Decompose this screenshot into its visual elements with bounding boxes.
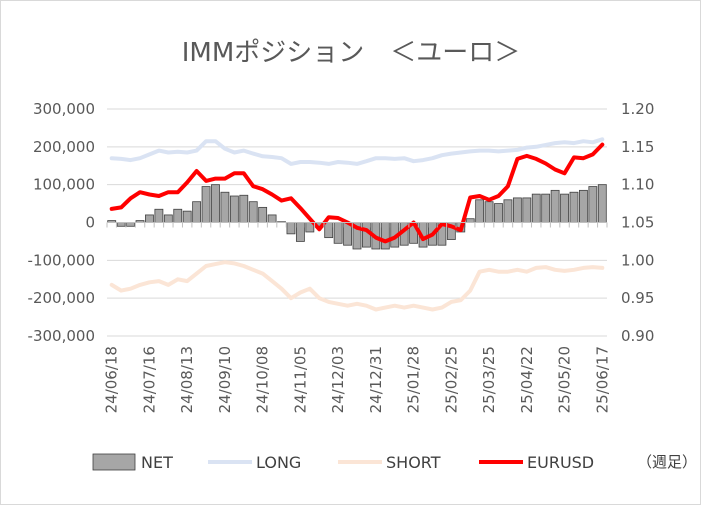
x-tick-label: 24/11/05 <box>291 346 309 413</box>
x-tick-label: 25/05/20 <box>556 346 574 413</box>
net-bar <box>503 199 513 223</box>
series-lines <box>109 137 605 312</box>
net-bar <box>248 201 258 223</box>
net-bar <box>163 214 173 223</box>
legend: NET LONG SHORT EURUSD <box>92 453 594 472</box>
net-bars <box>107 184 607 250</box>
y-left-tick-label: 200,000 <box>33 138 95 156</box>
x-tick-label: 24/07/16 <box>140 346 158 413</box>
y-right-tick-label: 0.90 <box>621 327 654 345</box>
net-bar <box>229 195 239 223</box>
y-left-tick-label: -300,000 <box>28 327 95 345</box>
net-bar <box>494 203 503 223</box>
chart-note: （週足） <box>637 453 697 471</box>
x-tick-label: 25/02/25 <box>442 346 460 413</box>
net-bar <box>201 186 211 223</box>
series-line-eurusd <box>109 142 605 244</box>
legend-label-eurusd: EURUSD <box>527 453 594 472</box>
net-bar <box>531 193 541 223</box>
legend-label-short: SHORT <box>386 453 441 472</box>
x-tick-label: 24/12/31 <box>367 346 385 413</box>
net-bar <box>324 222 334 239</box>
y-right-tick-label: 0.95 <box>621 289 654 307</box>
y-left-tick-label: 100,000 <box>33 176 95 194</box>
y-left-tick-label: -100,000 <box>28 251 95 269</box>
series-line-short <box>109 260 605 312</box>
net-bar <box>380 222 390 250</box>
y-right-tick-label: 1.00 <box>621 251 654 269</box>
x-tick-label: 25/03/25 <box>480 346 498 413</box>
net-bar <box>579 189 588 223</box>
legend-label-net: NET <box>141 453 173 472</box>
net-bar <box>211 184 220 223</box>
net-bar <box>560 193 569 223</box>
x-tick-label: 25/01/28 <box>405 346 423 413</box>
net-bar <box>333 222 343 244</box>
x-tick-label: 24/06/18 <box>103 346 121 413</box>
x-tick-label: 25/06/17 <box>593 346 611 413</box>
axes: 300,000 1.20 200,000 1.15 100,000 1.10 0 1.05 -1… <box>28 100 655 413</box>
x-tick-label: 24/10/08 <box>254 346 272 413</box>
net-bar <box>484 201 494 223</box>
net-bar <box>465 218 475 223</box>
net-bar <box>192 201 202 223</box>
net-bar <box>512 197 522 223</box>
y-left-tick-label: 0 <box>85 214 95 232</box>
net-bar <box>286 222 296 235</box>
x-tick-label: 24/12/03 <box>329 346 347 413</box>
chart-title: IMMポジション ＜ユーロ＞ <box>182 38 521 68</box>
net-bar <box>154 208 164 223</box>
x-tick-label: 24/09/10 <box>216 346 234 413</box>
net-bar <box>597 184 607 223</box>
net-bar <box>116 222 126 227</box>
net-bar <box>239 194 249 223</box>
legend-label-long: LONG <box>256 453 301 472</box>
net-bar <box>541 193 551 223</box>
series-line-long <box>109 137 605 166</box>
net-bar <box>267 214 277 223</box>
y-right-tick-label: 1.10 <box>621 176 654 194</box>
net-bar <box>295 222 305 242</box>
y-left-tick-label: -200,000 <box>28 289 95 307</box>
net-bar <box>220 191 230 223</box>
x-tick-label: 24/08/13 <box>178 346 196 413</box>
net-bar <box>182 210 192 223</box>
y-right-tick-label: 1.20 <box>621 100 654 118</box>
net-bar <box>258 206 268 223</box>
y-right-tick-label: 1.15 <box>621 138 654 156</box>
net-bar <box>475 199 485 223</box>
net-bar <box>173 208 183 223</box>
net-bar <box>522 197 532 223</box>
net-bar <box>569 191 579 223</box>
legend-swatch-net <box>92 453 136 471</box>
net-bar <box>550 189 560 223</box>
net-bar <box>126 222 135 227</box>
y-left-tick-label: 300,000 <box>33 100 95 118</box>
x-tick-label: 25/04/22 <box>518 346 536 413</box>
net-bar <box>588 186 598 223</box>
net-bar <box>145 214 154 223</box>
y-right-tick-label: 1.05 <box>621 214 654 232</box>
